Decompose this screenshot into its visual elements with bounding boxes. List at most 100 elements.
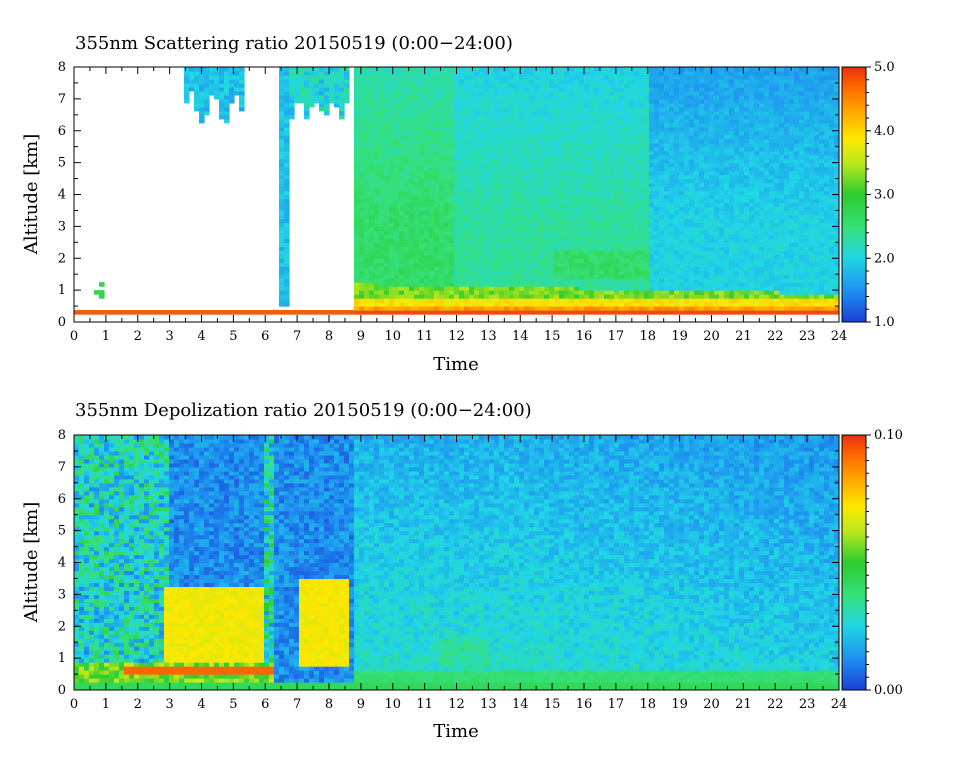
heatmap-cell (439, 78, 445, 84)
heatmap-cell (649, 258, 655, 263)
heatmap-cell (359, 242, 365, 247)
heatmap-cell (684, 226, 690, 231)
heatmap-cell (504, 114, 510, 120)
heatmap-cell (419, 234, 425, 239)
heatmap-cell (434, 82, 440, 88)
heatmap-cell (409, 306, 415, 311)
heatmap-cell (519, 218, 525, 223)
heatmap-cell (384, 78, 390, 84)
heatmap-cell (439, 150, 445, 156)
heatmap-cell (424, 90, 430, 96)
heatmap-cell (424, 262, 430, 267)
heatmap-cell (604, 142, 610, 148)
heatmap-cell (554, 202, 560, 208)
heatmap-cell (539, 114, 545, 120)
heatmap-cell (494, 254, 500, 259)
heatmap-cell (439, 206, 445, 212)
heatmap-cell (429, 262, 435, 267)
heatmap-cell (424, 230, 430, 235)
heatmap-cell (424, 150, 430, 156)
heatmap-cell (664, 242, 670, 247)
heatmap-cell (214, 86, 220, 92)
heatmap-cell (339, 106, 345, 112)
heatmap-cell (664, 298, 670, 303)
heatmap-cell (474, 118, 480, 124)
heatmap-cell (519, 78, 525, 84)
heatmap-cell (309, 94, 315, 100)
heatmap-cell (389, 98, 395, 104)
heatmap-cell (554, 282, 560, 287)
heatmap-cell (639, 67, 645, 72)
heatmap-cell (654, 254, 660, 259)
heatmap-cell (369, 302, 375, 307)
heatmap-cell (524, 170, 530, 176)
heatmap-cell (534, 174, 540, 180)
heatmap-cell (619, 158, 625, 164)
heatmap-cell (694, 106, 700, 112)
heatmap-cell (704, 130, 710, 136)
heatmap-cell (654, 162, 660, 168)
heatmap-cell (514, 67, 520, 72)
heatmap-cell (439, 178, 445, 184)
heatmap-cell (674, 94, 680, 100)
heatmap-cell (469, 106, 475, 112)
heatmap-cell (694, 306, 700, 311)
heatmap-cell (534, 210, 540, 216)
heatmap-cell (354, 258, 360, 263)
heatmap-cell (524, 266, 530, 271)
heatmap-cell (509, 162, 515, 168)
heatmap-cell (644, 146, 650, 152)
heatmap-cell (564, 174, 570, 180)
heatmap-cell (619, 106, 625, 112)
heatmap-cell (664, 246, 670, 251)
heatmap-cell (439, 294, 445, 299)
heatmap-cell (354, 86, 360, 92)
heatmap-cell (419, 178, 425, 184)
heatmap-cell (214, 94, 220, 100)
heatmap-cell (419, 230, 425, 235)
heatmap-cell (429, 78, 435, 84)
heatmap-cell (684, 242, 690, 247)
heatmap-cell (234, 86, 240, 92)
heatmap-cell (664, 126, 670, 132)
heatmap-cell (669, 67, 675, 72)
heatmap-cell (619, 86, 625, 92)
heatmap-cell (534, 122, 540, 128)
heatmap-cell (484, 122, 490, 128)
heatmap-cell (299, 310, 305, 315)
heatmap-cell (694, 94, 700, 100)
heatmap-cell (444, 210, 450, 216)
heatmap-cell (469, 74, 475, 80)
heatmap-cell (689, 274, 695, 279)
heatmap-cell (539, 78, 545, 84)
heatmap-cell (534, 254, 540, 259)
heatmap-cell (369, 250, 375, 255)
heatmap-cell (204, 70, 210, 76)
heatmap-cell (584, 142, 590, 148)
heatmap-cell (409, 122, 415, 128)
heatmap-cell (539, 150, 545, 156)
heatmap-cell (479, 246, 485, 251)
heatmap-cell (654, 306, 660, 311)
heatmap-cell (714, 166, 720, 172)
heatmap-cell (399, 258, 405, 263)
heatmap-cell (359, 282, 365, 287)
heatmap-cell (429, 278, 435, 283)
heatmap-cell (719, 162, 725, 168)
heatmap-cell (654, 142, 660, 148)
heatmap-cell (524, 174, 530, 180)
heatmap-cell (409, 226, 415, 231)
heatmap-cell (634, 158, 640, 164)
heatmap-cell (459, 210, 465, 216)
heatmap-cell (499, 86, 505, 92)
heatmap-cell (414, 78, 420, 84)
heatmap-cell (679, 290, 685, 295)
heatmap-cell (279, 282, 285, 287)
heatmap-cell (584, 290, 590, 295)
heatmap-cell (609, 134, 615, 140)
heatmap-cell (514, 74, 520, 80)
heatmap-cell (659, 102, 665, 108)
heatmap-cell (474, 126, 480, 132)
heatmap-cell (379, 310, 385, 315)
heatmap-cell (384, 94, 390, 100)
